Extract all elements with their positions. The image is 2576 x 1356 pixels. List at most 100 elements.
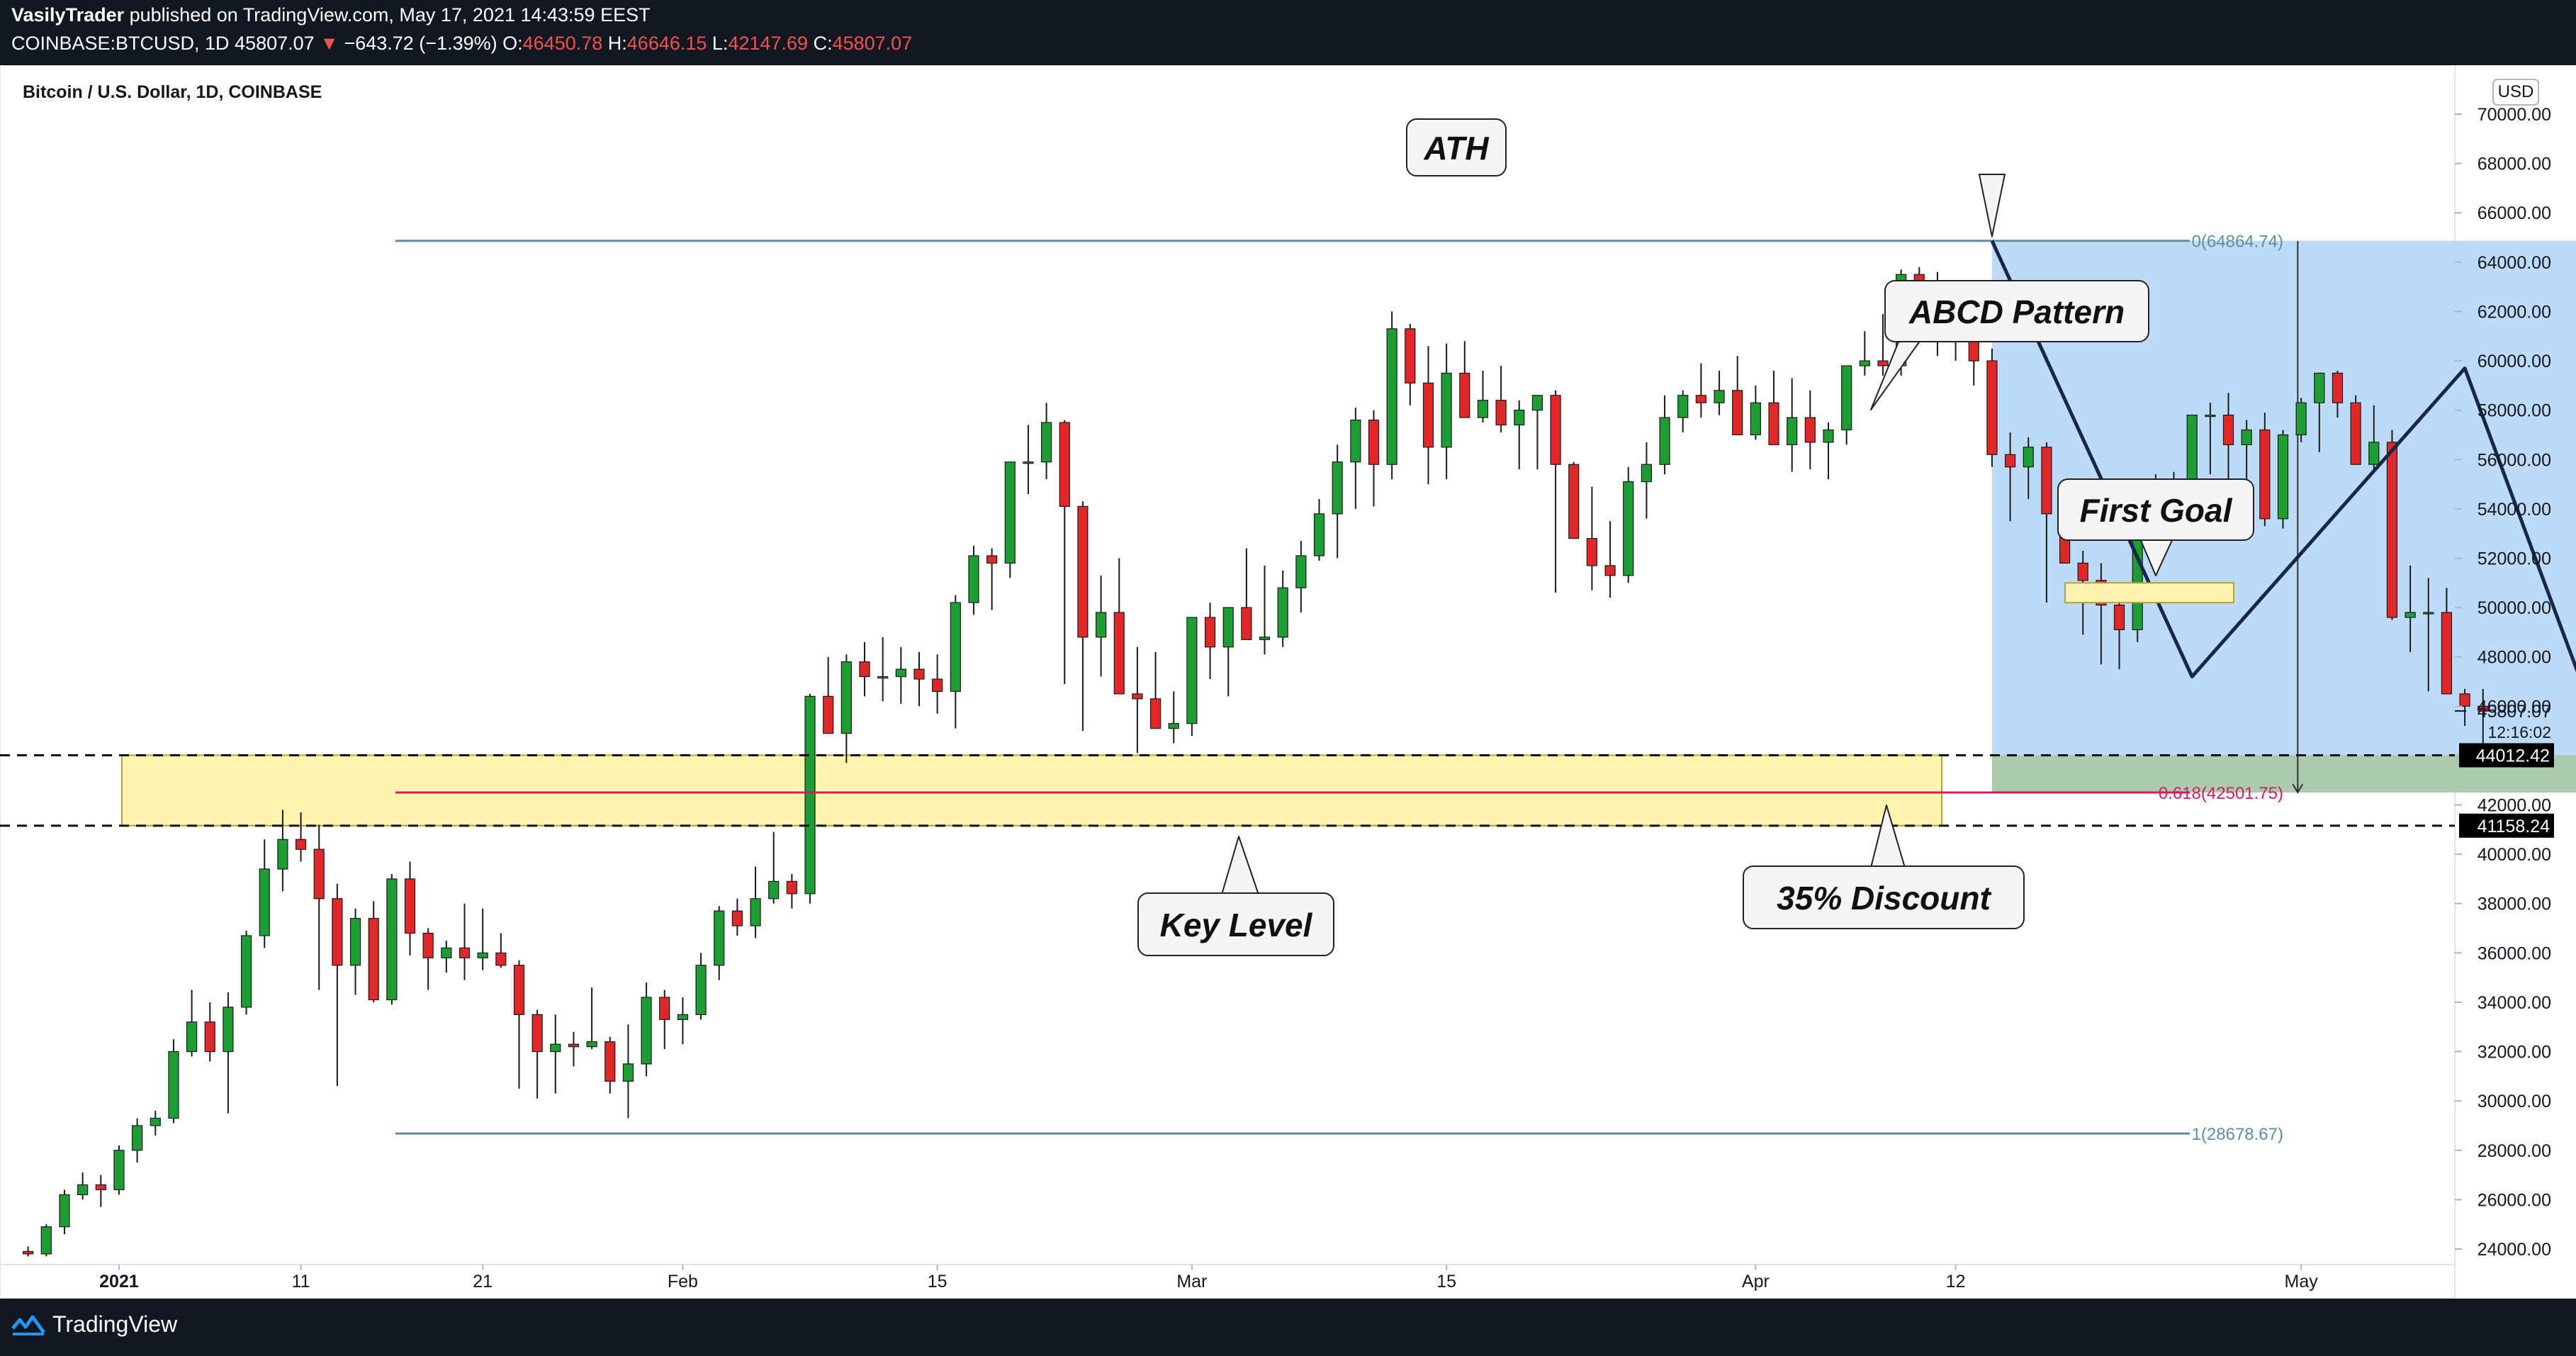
currency-button[interactable] xyxy=(2492,79,2539,106)
candle xyxy=(2350,402,2361,465)
first-goal-zone[interactable] xyxy=(2064,582,2234,604)
chart-header: VasilyTrader published on TradingView.co… xyxy=(0,0,2576,65)
key-level-callout[interactable]: Key Level xyxy=(1137,836,1334,956)
key-level-zone[interactable] xyxy=(121,754,1942,827)
candle xyxy=(1604,565,1616,576)
candle xyxy=(1695,395,1706,403)
candle xyxy=(1568,464,1580,539)
abcd-pattern-callout[interactable]: ABCD Pattern xyxy=(1870,280,2149,410)
candle xyxy=(895,668,906,678)
chart-title: Bitcoin / U.S. Dollar, 1D, COINBASE xyxy=(23,82,322,102)
candle xyxy=(1259,637,1271,640)
candle xyxy=(2077,562,2088,581)
candle xyxy=(1677,395,1689,418)
candle xyxy=(459,947,471,958)
candle xyxy=(1841,365,1852,431)
candle xyxy=(768,880,780,900)
y-tick-label: 66000.00 xyxy=(2477,203,2551,223)
price-label-0: 44012.42 xyxy=(2476,746,2550,766)
candle xyxy=(2041,447,2052,515)
price-label-box-0[interactable] xyxy=(2459,743,2554,768)
candle xyxy=(2314,372,2325,403)
low-label: L: xyxy=(712,33,729,54)
measure-arrowhead xyxy=(2292,783,2304,795)
y-tick-label: 30000.00 xyxy=(2477,1092,2551,1111)
candle xyxy=(1004,461,1016,564)
ath-callout-box xyxy=(1406,118,1507,176)
ohlc-row: COINBASE:BTCUSD, 1D 45807.07 ▼ −643.72 (… xyxy=(11,33,912,55)
candle xyxy=(1277,587,1288,638)
y-tick-label: 70000.00 xyxy=(2477,105,2551,125)
candle xyxy=(1422,382,1434,448)
discount-callout[interactable]: 35% Discount xyxy=(1743,805,2025,929)
candle xyxy=(1550,395,1561,465)
close-label: C: xyxy=(813,33,833,54)
candle xyxy=(1986,360,1998,455)
candle xyxy=(731,910,743,926)
x-tick-label: May xyxy=(2285,1272,2319,1291)
candle xyxy=(1077,505,1089,638)
candle xyxy=(150,1117,161,1126)
price-label-box-1[interactable] xyxy=(2459,813,2554,838)
candle xyxy=(1877,360,1889,366)
key-level-callout-text: Key Level xyxy=(1160,907,1313,943)
first-goal-callout[interactable]: First Goal xyxy=(2057,478,2254,576)
high-value: 46646.15 xyxy=(626,33,707,54)
candle xyxy=(2368,442,2380,465)
candle xyxy=(1787,417,1798,445)
candle xyxy=(1132,693,1143,700)
first-goal-callout-box xyxy=(2057,478,2254,541)
candle xyxy=(513,965,525,1015)
candle xyxy=(1168,723,1179,729)
candle xyxy=(913,668,925,680)
x-tick-label: Feb xyxy=(668,1272,698,1291)
x-tick-label: 2021 xyxy=(99,1272,139,1291)
candle xyxy=(40,1226,52,1255)
candle xyxy=(2405,612,2416,618)
bar-countdown: 12:16:02 xyxy=(2487,723,2551,741)
abcd-pattern-line[interactable] xyxy=(1990,240,2576,711)
candle xyxy=(1041,422,1052,463)
y-tick-label: 34000.00 xyxy=(2477,993,2551,1013)
candle xyxy=(2277,434,2289,520)
y-tick-label: 58000.00 xyxy=(2477,401,2551,421)
published-text: published on TradingView.com, May 17, 20… xyxy=(124,4,651,26)
x-tick-label: 15 xyxy=(928,1272,947,1291)
candle xyxy=(404,878,416,934)
y-tick-label: 46000.00 xyxy=(2477,697,2551,717)
candle xyxy=(641,997,652,1065)
y-tick-label: 40000.00 xyxy=(2477,845,2551,865)
candle xyxy=(2477,705,2489,712)
candle xyxy=(295,839,307,850)
candlestick-chart[interactable]: 0(64864.74) 0.618(42501.75) 1(28678.67) US… xyxy=(0,65,2576,1299)
publisher-name[interactable]: VasilyTrader xyxy=(11,4,125,26)
candle xyxy=(168,1050,179,1119)
chart-panel[interactable]: 0(64864.74) 0.618(42501.75) 1(28678.67) US… xyxy=(0,65,2576,1299)
ath-callout-tail xyxy=(1978,174,2006,237)
candle xyxy=(950,602,961,693)
x-tick-label: Mar xyxy=(1176,1272,1207,1291)
candle xyxy=(1459,372,1470,418)
candle xyxy=(1023,461,1034,464)
tradingview-logo-icon[interactable] xyxy=(10,1311,47,1340)
candle xyxy=(204,1021,215,1053)
first-goal-callout-text: First Goal xyxy=(2080,492,2233,529)
candle xyxy=(1350,419,1361,463)
candle xyxy=(786,880,797,895)
open-label: O: xyxy=(502,33,523,54)
candle xyxy=(386,878,398,1001)
candle xyxy=(1732,390,1743,436)
candle xyxy=(77,1184,89,1196)
tradingview-brand[interactable]: TradingView xyxy=(52,1311,178,1337)
candle xyxy=(422,932,434,958)
x-tick-label: Apr xyxy=(1742,1272,1770,1291)
y-tick-label: 52000.00 xyxy=(2477,549,2551,568)
ath-callout[interactable]: ATH xyxy=(1406,118,2006,237)
candle xyxy=(368,918,379,1001)
y-tick-label: 26000.00 xyxy=(2477,1190,2551,1210)
candle xyxy=(240,935,252,1008)
candle xyxy=(1095,612,1107,638)
candle xyxy=(349,918,361,966)
fib-label-0: 0(64864.74) xyxy=(2192,232,2283,252)
candle xyxy=(332,898,343,966)
